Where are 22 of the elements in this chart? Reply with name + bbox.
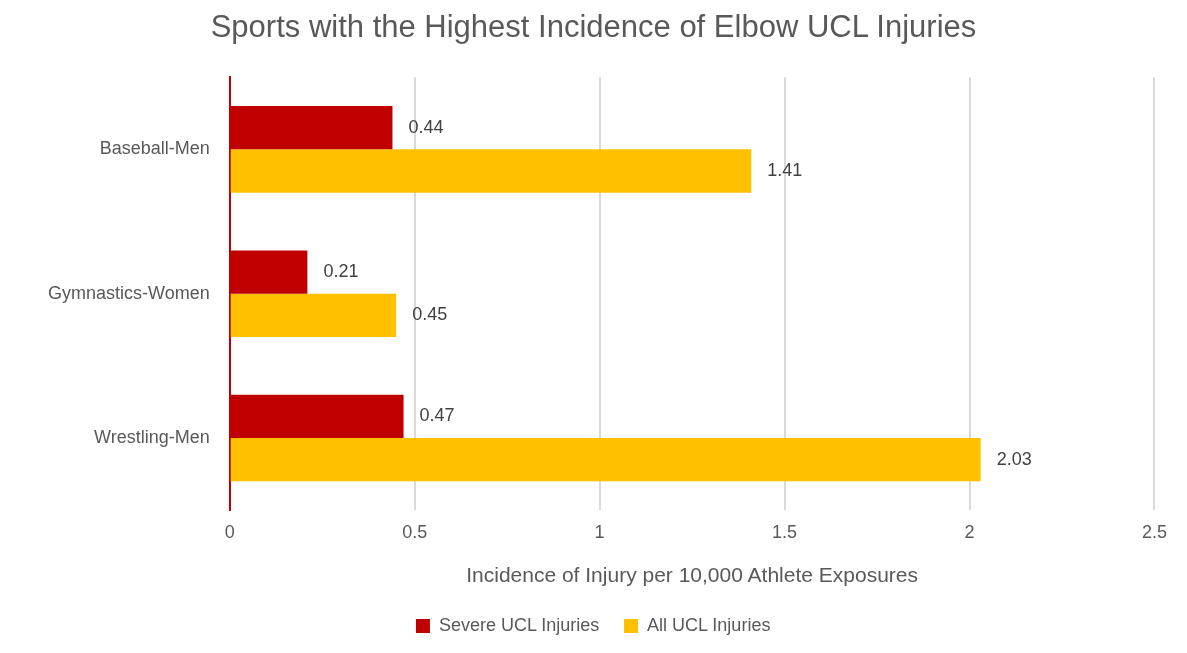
bar [230, 293, 397, 337]
x-tick-label: 0.5 [402, 521, 428, 542]
chart-title: Sports with the Highest Incidence of Elbow UCL Injuries [210, 9, 977, 45]
data-label: 0.44 [408, 116, 444, 137]
y-tick-label: Wrestling-Men [94, 427, 210, 447]
data-label: 0.21 [323, 261, 359, 282]
x-tick-label: 1.5 [772, 521, 798, 542]
x-tick-label: 1 [594, 521, 605, 542]
x-tick-label: 0 [224, 521, 235, 542]
y-tick-label: Baseball-Men [99, 138, 210, 159]
bar [230, 438, 981, 482]
y-tick-label: Gymnastics-Women [48, 282, 210, 303]
data-label: 0.47 [419, 405, 455, 426]
bar [230, 149, 752, 193]
x-tick-label: 2 [964, 521, 975, 542]
data-label: 2.03 [996, 448, 1032, 469]
data-label: 1.41 [767, 159, 803, 180]
data-label: 0.45 [412, 304, 448, 325]
x-tick-label: 2.5 [1141, 521, 1167, 542]
x-axis-title: Incidence of Injury per 10,000 Athlete Exposures [466, 563, 918, 587]
legend-label: All UCL Injuries [647, 614, 771, 635]
legend-label: Severe UCL Injuries [438, 614, 600, 635]
